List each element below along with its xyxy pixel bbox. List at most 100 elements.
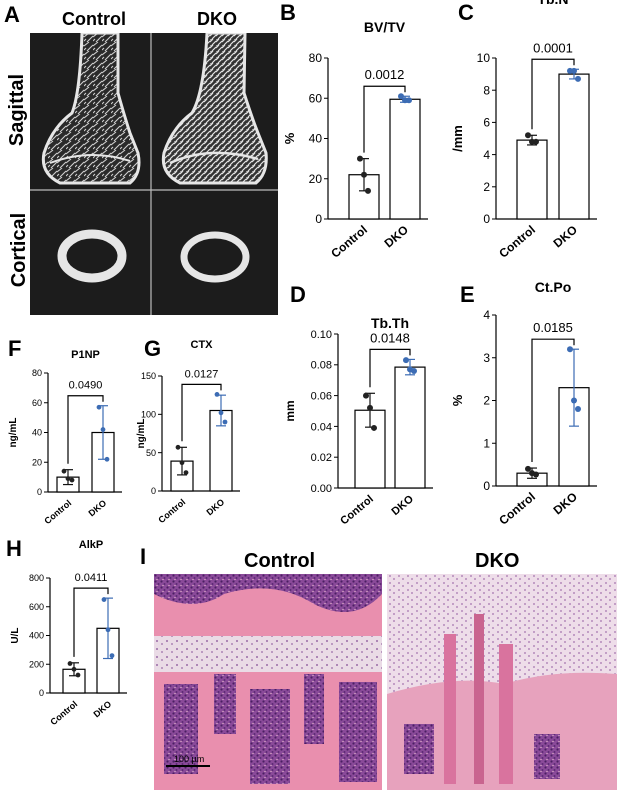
chart-g-ylabel: ng/mL xyxy=(136,419,147,449)
dko-histology-section xyxy=(387,574,617,790)
chart-f-xlabel-control: Control xyxy=(42,498,73,526)
chart-h-ytick-label: 0 xyxy=(39,688,44,698)
chart-b-point-dko xyxy=(398,93,404,100)
panel-g-label: G xyxy=(144,336,161,361)
histology-image-grid xyxy=(154,574,617,790)
chart-d: D Tb.Th 0.00 0.02 0.04 0.06 0.08 0.10 mm Control D… xyxy=(283,282,433,527)
chart-e-ytick-label: 1 xyxy=(483,436,490,450)
chart-g-point-dko xyxy=(218,410,224,416)
chart-b-xlabel-dko: DKO xyxy=(381,223,410,251)
chart-b-title: BV/TV xyxy=(364,19,406,35)
chart-b-xlabel-control: Control xyxy=(328,223,370,261)
chart-b-ytick-label: 0 xyxy=(315,212,322,226)
chart-b-bar-control xyxy=(348,174,380,220)
chart-c-ytick-label: 4 xyxy=(483,148,490,162)
chart-f-ytick-label: 80 xyxy=(32,368,42,378)
chart-d-ytick-label: 0.00 xyxy=(311,483,332,495)
chart-c-ytick-label: 0 xyxy=(483,212,490,226)
panel-i-col-dko: DKO xyxy=(475,550,520,572)
chart-d-point-control xyxy=(367,404,373,411)
panel-a-row-sagittal: Sagittal xyxy=(6,73,28,147)
chart-h-ytick-label: 400 xyxy=(29,631,44,641)
chart-e-xlabel-dko: DKO xyxy=(550,490,579,518)
control-cortical-ring xyxy=(57,229,127,283)
chart-f-pvalue: 0.0490 xyxy=(69,380,103,392)
chart-h-xlabel-dko: DKO xyxy=(92,699,114,720)
chart-f-title: P1NP xyxy=(71,349,100,361)
chart-d-ytick-label: 0.02 xyxy=(311,452,332,464)
chart-h-ytick-label: 800 xyxy=(29,573,44,583)
chart-f-ytick-label: 0 xyxy=(37,487,42,497)
panel-b-label: B xyxy=(280,0,296,25)
chart-b-point-control xyxy=(361,171,367,178)
chart-e-pvalue: 0.0185 xyxy=(533,320,573,335)
chart-e-ylabel: % xyxy=(450,394,465,406)
chart-c-sig-bracket xyxy=(531,58,575,130)
chart-e-ytick-label: 2 xyxy=(483,394,490,408)
chart-h-xlabel-control: Control xyxy=(48,699,79,727)
panel-i-col-control: Control xyxy=(244,550,316,572)
chart-b-bar-dko xyxy=(389,98,421,220)
chart-d-ylabel: mm xyxy=(283,400,297,421)
chart-b-ytick-label: 20 xyxy=(309,172,323,186)
chart-c-ytick-label: 2 xyxy=(483,180,490,194)
chart-d-ytick-label: 0.04 xyxy=(311,421,332,433)
chart-f-point-control xyxy=(69,477,75,483)
panel-i-label: I xyxy=(140,544,147,569)
chart-e-point-dko xyxy=(575,406,581,413)
chart-b-ylabel: % xyxy=(282,132,297,144)
chart-e-title: Ct.Po xyxy=(535,279,572,295)
panel-a-label: A xyxy=(4,2,20,27)
chart-d-bar-dko xyxy=(394,366,426,489)
chart-b-ytick-label: 60 xyxy=(309,91,323,105)
chart-g-sig-bracket xyxy=(181,383,222,442)
chart-c-title: Tb.N xyxy=(537,0,568,7)
chart-g-xlabel-control: Control xyxy=(156,497,187,525)
chart-g-ytick-label: 0 xyxy=(151,486,156,496)
chart-b-sig-bracket xyxy=(363,85,406,153)
panel-c-label: C xyxy=(458,0,474,25)
chart-h-title: AlkP xyxy=(79,539,103,551)
chart-g-point-control xyxy=(175,444,181,450)
chart-c-ytick-label: 8 xyxy=(483,83,490,97)
chart-f-point-control xyxy=(61,468,67,474)
chart-f-ylabel: ng/mL xyxy=(8,418,19,448)
chart-c-point-control xyxy=(525,132,531,139)
chart-g-ytick-label: 50 xyxy=(146,448,156,458)
chart-d-point-dko xyxy=(411,367,417,374)
chart-e-point-control xyxy=(533,471,539,478)
chart-e-ytick-label: 0 xyxy=(483,479,490,493)
chart-c-point-control xyxy=(533,138,539,145)
chart-g-xlabel-dko: DKO xyxy=(205,497,227,518)
scale-bar-label: 100 µm xyxy=(174,754,205,764)
chart-h-point-control xyxy=(75,672,81,678)
chart-f-sig-bracket xyxy=(67,395,104,464)
chart-c-bar-dko xyxy=(558,73,590,220)
chart-d-ytick-label: 0.06 xyxy=(311,390,332,402)
chart-f-point-dko xyxy=(104,456,110,462)
chart-g-point-dko xyxy=(214,392,220,397)
chart-h-ytick-label: 600 xyxy=(29,602,44,612)
chart-d-sig-bracket xyxy=(369,348,411,388)
panel-a-col-control: Control xyxy=(62,9,126,29)
chart-c-xlabel-dko: DKO xyxy=(550,223,579,251)
chart-g-pvalue: 0.0127 xyxy=(185,368,219,380)
chart-f-ytick-label: 40 xyxy=(32,428,42,438)
chart-f-xlabel-dko: DKO xyxy=(87,498,109,519)
chart-d-point-control xyxy=(371,424,377,431)
chart-h-pvalue: 0.0411 xyxy=(75,572,108,584)
chart-d-title: Tb.Th xyxy=(371,315,409,331)
chart-c: C Tb.N 0 2 4 6 8 10/mm Control DKO 0.0001 xyxy=(450,0,597,261)
chart-d-point-control xyxy=(363,392,369,399)
chart-e-ytick-label: 3 xyxy=(483,351,490,365)
chart-b-ytick-label: 40 xyxy=(309,132,323,146)
chart-g-ytick-label: 100 xyxy=(141,409,156,419)
chart-e-point-dko xyxy=(567,346,573,353)
chart-f-point-dko xyxy=(96,404,102,410)
dko-cortical-ring xyxy=(180,231,250,283)
chart-c-pvalue: 0.0001 xyxy=(533,40,573,55)
chart-g-point-control xyxy=(183,470,189,475)
panel-a-row-cortical: Cortical xyxy=(8,212,30,288)
chart-d-xlabel-dko: DKO xyxy=(389,493,416,518)
chart-e-point-control xyxy=(525,465,531,472)
